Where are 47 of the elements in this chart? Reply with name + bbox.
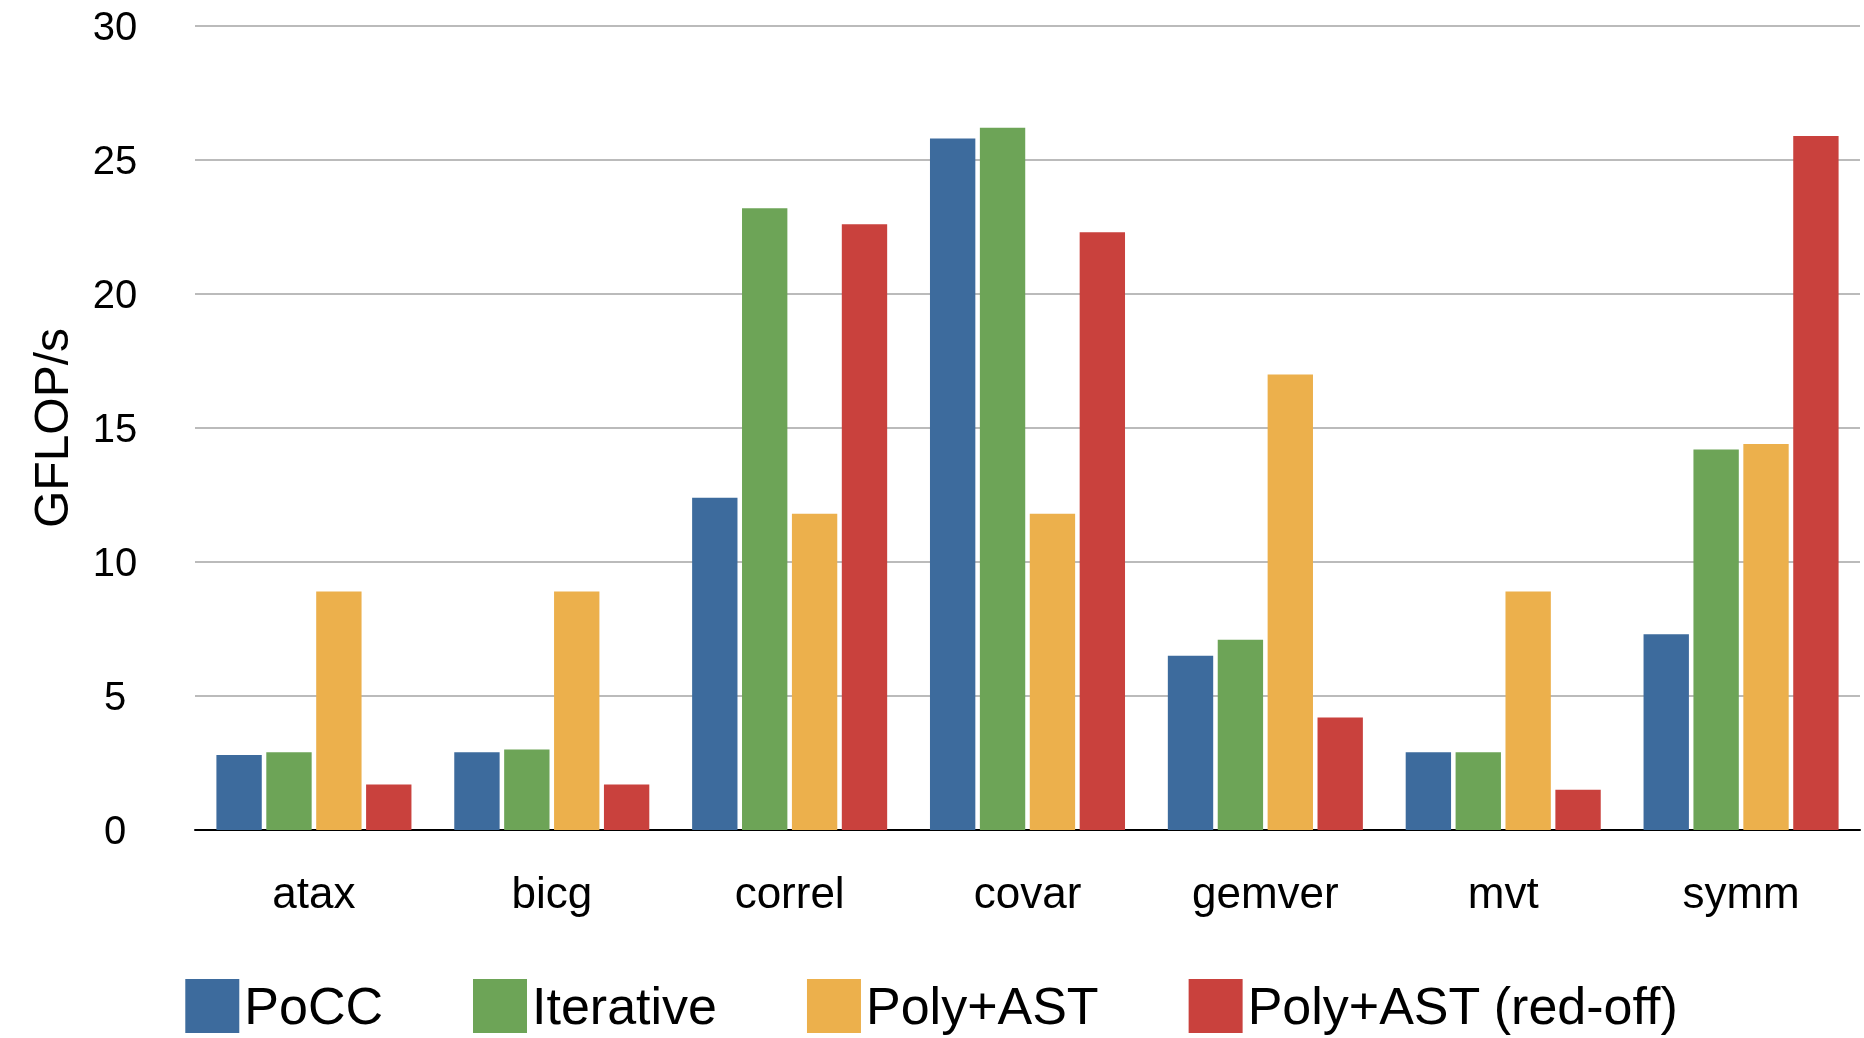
bar (929, 138, 976, 830)
bar (1793, 135, 1839, 830)
bar (1079, 232, 1126, 830)
bar (504, 749, 550, 830)
bar (1267, 374, 1313, 830)
bar (1217, 639, 1264, 830)
legend-label: PoCC (244, 977, 384, 1035)
x-tick-label: symm (1682, 867, 1800, 917)
y-tick-label: 5 (103, 674, 127, 718)
bar (1555, 789, 1601, 830)
bar (791, 513, 838, 830)
bar (1317, 717, 1363, 830)
x-tick-label: covar (973, 867, 1082, 917)
y-tick-label: 25 (92, 138, 138, 182)
bar (454, 752, 500, 830)
legend-label: Iterative (532, 977, 717, 1035)
x-tick-label: bicg (511, 867, 593, 917)
bar (841, 224, 888, 830)
y-tick-label: 20 (92, 272, 138, 316)
x-tick-label: mvt (1467, 867, 1539, 917)
x-tick-label: correl (734, 867, 845, 917)
legend-label: Poly+AST (865, 977, 1099, 1035)
bar (1167, 655, 1214, 830)
x-tick-label: gemver (1192, 867, 1339, 917)
bar (366, 784, 412, 830)
bar (1405, 752, 1452, 830)
bar (1743, 444, 1789, 830)
legend-label: Poly+AST (red-off) (1247, 977, 1678, 1035)
y-axis-title: GFLOP/s (24, 327, 78, 529)
y-tick-label: 15 (92, 406, 138, 450)
bar (1029, 513, 1076, 830)
x-tick-label: atax (272, 867, 356, 917)
bar (554, 591, 600, 830)
y-tick-label: 0 (103, 808, 127, 852)
bar (316, 591, 362, 830)
bar (692, 497, 738, 830)
bar (216, 754, 262, 830)
y-tick-label: 30 (92, 4, 138, 48)
bar (742, 208, 788, 830)
bar (1455, 752, 1501, 830)
bar (1643, 634, 1689, 830)
bar (266, 752, 312, 830)
bar (979, 127, 1026, 830)
bar (1505, 591, 1551, 830)
bar (603, 784, 650, 830)
bar (1693, 449, 1739, 830)
y-tick-label: 10 (92, 540, 138, 584)
